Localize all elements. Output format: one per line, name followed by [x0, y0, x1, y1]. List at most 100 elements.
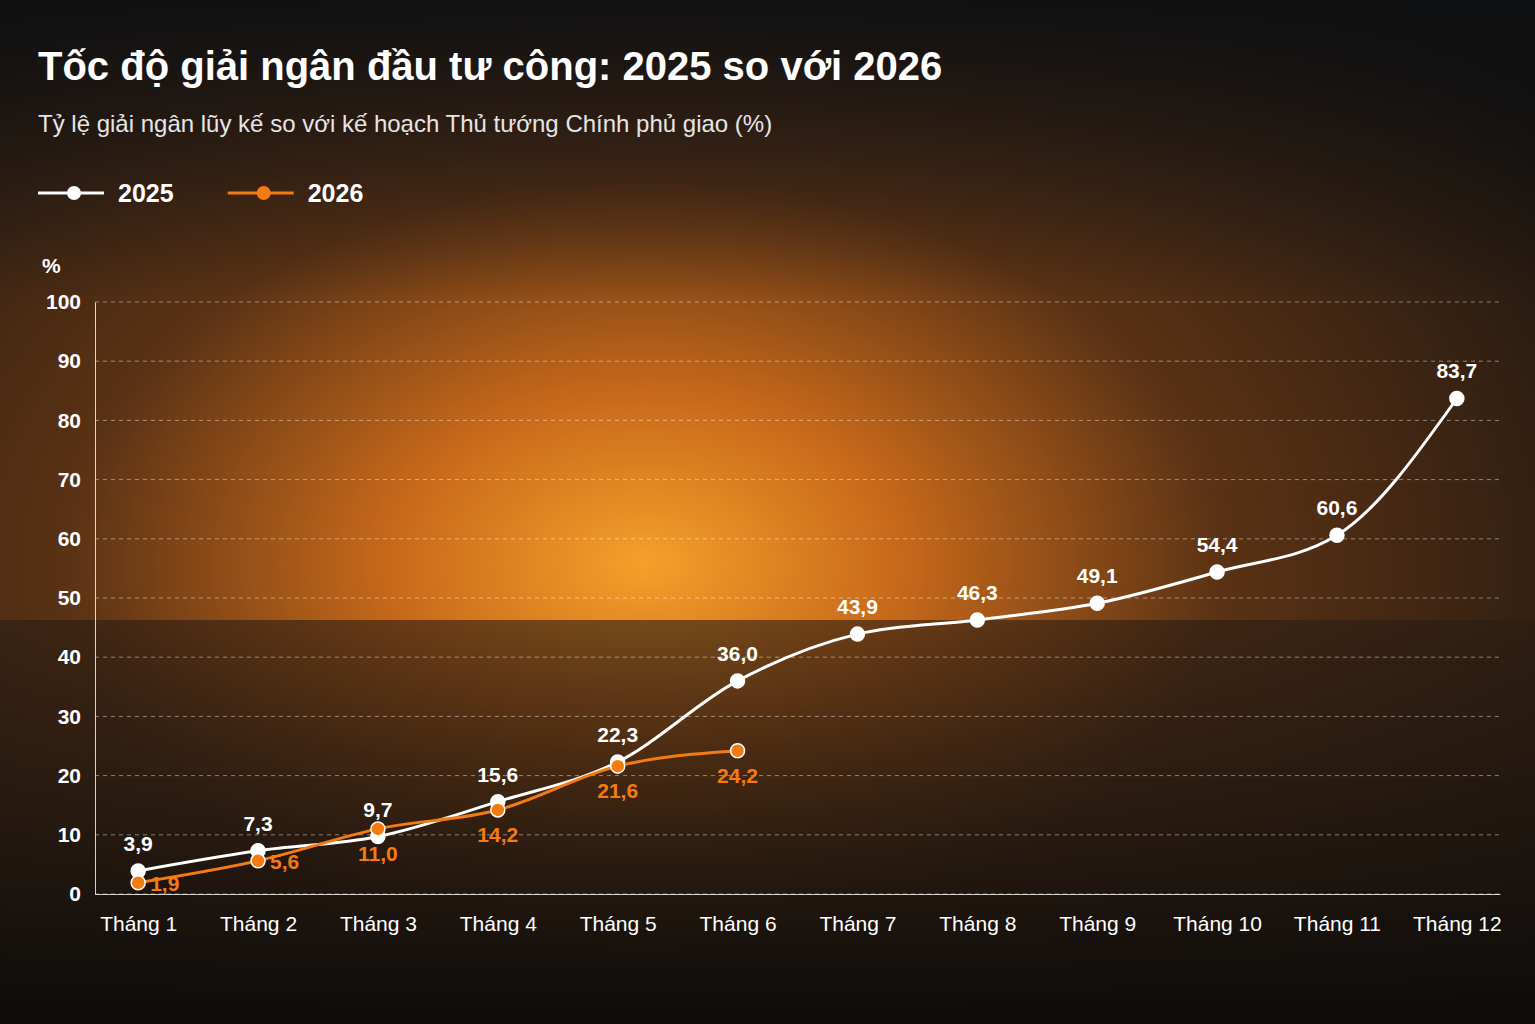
x-axis-line: [96, 894, 1501, 895]
x-tick: Tháng 9: [1059, 894, 1136, 935]
x-tick-label: Tháng 10: [1173, 912, 1262, 935]
chart: Tốc độ giải ngân đầu tư công: 2025 so vớ…: [0, 0, 1535, 1024]
x-tick-label: Tháng 3: [340, 912, 417, 935]
y-tick: 30: [58, 705, 95, 728]
series-marker: [1330, 528, 1344, 542]
data-label: 7,3: [243, 812, 272, 835]
y-tick: 60: [58, 527, 95, 550]
grid-line: [95, 420, 1500, 421]
series-marker: [491, 803, 505, 817]
y-tick: 50: [58, 586, 95, 609]
y-tick-label: 0: [69, 882, 81, 905]
y-tick: 100: [46, 290, 95, 313]
grid-line: [95, 716, 1500, 717]
y-tick: 40: [58, 645, 95, 668]
series-marker: [1210, 565, 1224, 579]
y-tick: 90: [58, 349, 95, 372]
legend-label: 2026: [308, 179, 364, 207]
y-tick: 0: [69, 882, 95, 905]
series-marker: [850, 627, 864, 641]
grid: [95, 302, 1500, 894]
series-marker: [611, 759, 625, 773]
data-label: 15,6: [477, 763, 518, 786]
x-tick: Tháng 6: [700, 894, 777, 935]
x-tick: Tháng 7: [819, 894, 896, 935]
y-tick: 70: [58, 468, 95, 491]
y-tick-label: 80: [58, 409, 81, 432]
series-marker: [131, 876, 145, 890]
y-tick-label: 60: [58, 527, 81, 550]
x-tick: Tháng 4: [460, 894, 537, 935]
y-tick-label: 100: [46, 290, 81, 313]
x-tick: Tháng 11: [1294, 894, 1381, 935]
y-axis-title: %: [42, 254, 61, 277]
data-labels: 3,97,39,715,622,336,043,946,349,154,460,…: [124, 359, 1478, 894]
data-label: 54,4: [1197, 533, 1238, 556]
legend-marker: [67, 186, 81, 200]
x-tick-label: Tháng 5: [580, 912, 657, 935]
x-tick-label: Tháng 9: [1059, 912, 1136, 935]
data-label: 11,0: [358, 842, 398, 865]
data-label: 5,6: [270, 850, 299, 873]
y-tick-label: 40: [58, 645, 81, 668]
series-line: [138, 398, 1457, 870]
x-tick: Tháng 8: [939, 894, 1016, 935]
data-label: 36,0: [717, 642, 758, 665]
series-marker: [1450, 391, 1464, 405]
background: [0, 0, 1535, 1024]
legend: 2025 2026: [38, 179, 363, 207]
data-label: 1,9: [150, 872, 179, 895]
x-tick-label: Tháng 12: [1413, 912, 1502, 935]
data-label: 46,3: [957, 581, 998, 604]
y-tick-label: 90: [58, 349, 81, 372]
series-marker: [251, 854, 265, 868]
y-tick-label: 30: [58, 705, 81, 728]
y-axis-line: [95, 303, 96, 895]
series-marker: [1090, 596, 1104, 610]
x-tick: Tháng 10: [1173, 894, 1262, 935]
y-tick-label: 10: [58, 823, 81, 846]
data-label: 21,6: [597, 779, 638, 802]
background-ground: [0, 620, 1535, 1024]
x-tick: Tháng 5: [580, 894, 657, 935]
x-tick-label: Tháng 1: [100, 912, 177, 935]
grid-line: [95, 361, 1500, 362]
grid-line: [95, 598, 1500, 599]
x-tick: Tháng 2: [220, 894, 297, 935]
background-shade: [0, 0, 1535, 300]
series-marker: [970, 613, 984, 627]
x-tick-label: Tháng 8: [939, 912, 1016, 935]
y-axis: 0 10 20 30 40 50 60 70 80 90 100: [46, 290, 96, 905]
x-tick-label: Tháng 6: [700, 912, 777, 935]
series-marker: [731, 744, 745, 758]
subtitle: Tỷ lệ giải ngân lũy kế so với kế hoạch T…: [38, 110, 772, 137]
y-tick-label: 20: [58, 764, 81, 787]
data-label: 14,2: [477, 823, 518, 846]
x-tick-label: Tháng 4: [460, 912, 537, 935]
x-tick: Tháng 12: [1413, 894, 1502, 935]
y-tick: 80: [58, 409, 95, 432]
x-tick-label: Tháng 7: [819, 912, 896, 935]
x-axis: Tháng 1 Tháng 2 Tháng 3 Tháng 4 Tháng 5 Tháng…: [96, 894, 1502, 935]
data-label: 49,1: [1077, 564, 1118, 587]
grid-line: [95, 538, 1500, 539]
x-tick-label: Tháng 11: [1294, 912, 1381, 935]
data-label: 22,3: [597, 723, 638, 746]
series-marker: [371, 822, 385, 836]
legend-label: 2025: [118, 179, 174, 207]
data-label: 60,6: [1317, 496, 1358, 519]
plot-area: [131, 391, 1464, 889]
grid-line: [95, 657, 1500, 658]
data-label: 43,9: [837, 595, 878, 618]
legend-item: 2025: [38, 179, 174, 207]
grid-line: [95, 479, 1500, 480]
series-marker: [731, 674, 745, 688]
y-tick-label: 70: [58, 468, 81, 491]
y-tick: 10: [58, 823, 95, 846]
data-label: 24,2: [717, 764, 758, 787]
legend-marker: [257, 186, 271, 200]
x-tick: Tháng 3: [340, 894, 417, 935]
data-label: 3,9: [124, 832, 153, 855]
x-tick-label: Tháng 2: [220, 912, 297, 935]
y-tick-label: 50: [58, 586, 81, 609]
